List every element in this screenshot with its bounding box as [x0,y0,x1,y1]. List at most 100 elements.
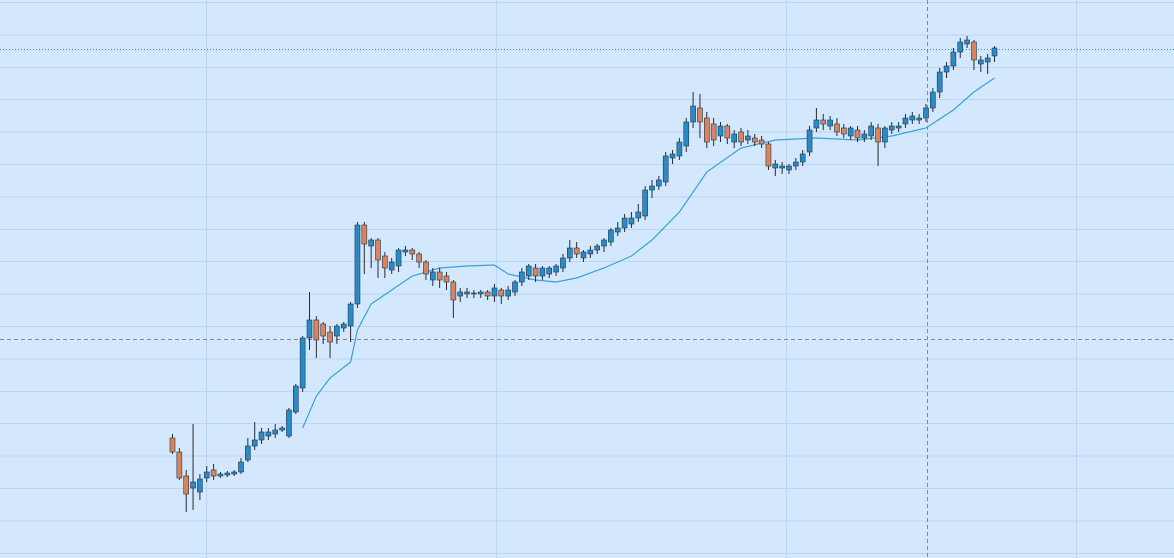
candle-body [292,385,299,413]
candle-body [566,247,573,259]
candle-body [197,478,203,493]
candle-body [388,261,395,271]
candle-body [402,249,409,253]
candle-body [991,47,998,57]
candle-body [847,127,854,137]
candle-body [731,133,738,143]
candle-body [190,481,196,489]
candle-body [471,292,477,295]
candle-body [717,125,724,137]
candle-body [943,65,950,73]
candle-body [327,331,333,343]
candle-body [971,41,977,61]
candle-body [861,133,868,139]
candle-body [265,431,272,437]
candle-body [628,217,635,225]
candle-body [169,437,176,453]
candle-body [423,261,429,275]
candle-body [573,247,580,255]
candle-body [519,271,525,283]
candle-body [553,265,559,273]
candle-body [279,427,285,431]
candle-body [416,253,422,263]
candle-body [546,267,553,275]
candle-body [977,59,984,65]
candle-body [888,125,895,131]
candle-body [525,265,532,277]
candle-body [875,127,881,143]
candle-body [697,107,703,123]
candle-body [429,271,436,281]
candle-body [361,224,368,245]
candle-body [779,165,785,169]
candle-body [635,211,642,219]
candle-body [245,445,251,461]
candle-body [793,161,799,167]
candle-body [210,469,217,477]
candle-body [840,127,847,135]
candle-body [183,475,189,495]
candle-body [505,289,511,297]
candle-body [306,319,313,339]
candle-body [601,239,607,247]
candle-body [286,409,292,437]
candle-body [477,291,484,295]
candle-body [457,291,464,297]
candle-body [676,141,683,157]
candle-body [512,281,518,293]
candle-body [443,275,450,283]
candle-body [231,471,237,475]
candle-body [772,163,779,169]
candle-body [758,139,765,145]
candle-body [738,131,744,143]
candle-body [347,303,354,327]
candle-body [984,57,991,63]
candle-body [608,229,614,243]
candle-body [806,129,813,153]
candle-body [930,91,936,109]
candle-body [827,119,833,127]
candle-body [868,125,875,137]
candle-body [820,119,827,125]
candle-body [950,51,957,67]
candle-body [354,224,361,305]
moving-average [302,77,995,429]
candle-body [614,227,621,233]
candle-body [224,472,231,476]
candle-body [258,431,265,441]
candle-body [649,185,655,191]
candle-body [217,473,224,477]
candle-body [669,153,676,159]
candle-body [251,439,258,447]
candle-body [450,281,457,301]
candle-body [923,107,929,119]
candle-body [498,289,505,297]
candle-body [662,155,669,183]
candle-body [834,123,840,133]
candle-body [594,245,601,251]
candle-body [656,179,662,187]
candle-body [395,249,402,267]
candle-body [854,129,861,139]
candle-body [580,251,587,259]
candle-body [642,189,648,217]
candle-body [375,239,381,261]
candle-body [560,257,566,269]
candle-body [334,325,340,337]
candle-body [409,249,416,255]
candle-body [382,255,388,269]
candle-body [340,323,347,329]
candle-body [320,323,327,337]
candle-body [799,153,806,163]
candle-body [909,115,916,121]
candle-body [690,105,696,123]
candle-body [238,461,244,473]
candle-body [957,41,964,53]
candle-body [936,71,943,93]
candle-body [176,451,183,479]
candle-body [436,271,443,281]
candle-body [786,165,792,171]
candle-body [964,39,970,45]
candle-body [313,319,320,341]
